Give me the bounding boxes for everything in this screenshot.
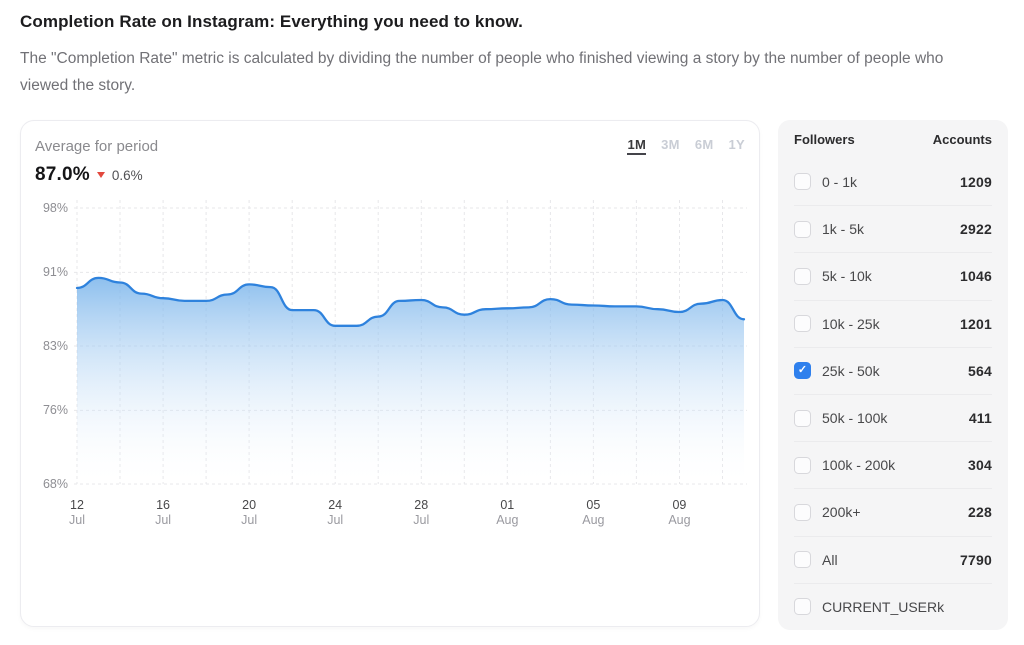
completion-rate-card: Average for period 1M 3M 6M 1Y 87.0% 0.6% 9… xyxy=(20,120,760,627)
follower-range-label: All xyxy=(822,551,838,568)
range-checkbox[interactable]: ✓ xyxy=(794,598,811,616)
follower-range-row[interactable]: ✓ 5k - 10k 1046 xyxy=(794,252,992,299)
follower-range-label: 5k - 10k xyxy=(822,268,872,285)
average-value: 87.0% xyxy=(35,164,90,185)
x-axis-label: 28 Jul xyxy=(413,498,430,527)
accounts-count: 2922 xyxy=(960,221,992,238)
accounts-count: 1046 xyxy=(960,268,992,285)
follower-range-row[interactable]: ✓ 25k - 50k 564 xyxy=(794,346,992,394)
range-checkbox[interactable]: ✓ xyxy=(794,315,811,333)
follower-range-row[interactable]: ✓ 0 - 1k 1209 xyxy=(794,158,992,205)
range-checkbox[interactable]: ✓ xyxy=(794,267,811,285)
panel-header: Followers Accounts xyxy=(794,120,992,158)
accounts-count: 7790 xyxy=(960,551,992,568)
follower-range-list: ✓ 0 - 1k 1209 ✓ 1k - 5k 2922 ✓ 5k - 10k … xyxy=(794,158,992,630)
follower-range-row[interactable]: ✓ 10k - 25k 1201 xyxy=(794,299,992,347)
range-tab-6m[interactable]: 6M xyxy=(694,137,714,152)
range-checkbox[interactable]: ✓ xyxy=(794,409,811,427)
completion-rate-chart: 98% 91% 83% 76% 68% 12 Jul 16 Jul 20 Jul 24 Jul 28 Jul… xyxy=(35,196,747,542)
accounts-count: 564 xyxy=(968,362,992,379)
x-axis-label: 12 Jul xyxy=(69,498,85,527)
x-axis-label: 24 Jul xyxy=(327,498,344,527)
range-checkbox[interactable]: ✓ xyxy=(794,173,811,191)
accounts-count: 1201 xyxy=(960,315,992,332)
x-axis-label: 05 Aug xyxy=(582,498,605,527)
followers-filter-panel: Followers Accounts ✓ 0 - 1k 1209 ✓ 1k - … xyxy=(778,120,1008,630)
follower-range-label: CURRENT_USERk xyxy=(822,598,945,615)
range-checkbox[interactable]: ✓ xyxy=(794,456,811,474)
range-checkbox[interactable]: ✓ xyxy=(794,362,811,380)
follower-range-label: 50k - 100k xyxy=(822,410,888,427)
delta-value: 0.6% xyxy=(111,167,143,183)
followers-column-header: Followers xyxy=(794,131,855,147)
accounts-column-header: Accounts xyxy=(932,131,992,147)
trend-down-icon xyxy=(96,172,105,178)
x-axis-label: 20 Jul xyxy=(241,498,258,527)
follower-range-row[interactable]: ✓ All 7790 xyxy=(794,535,992,583)
y-axis-label: 68% xyxy=(42,477,68,491)
accounts-count: 411 xyxy=(968,410,992,427)
accounts-count: 304 xyxy=(968,457,992,474)
follower-range-label: 25k - 50k xyxy=(822,362,880,379)
follower-range-row[interactable]: ✓ CURRENT_USERk xyxy=(794,582,992,630)
follower-range-row[interactable]: ✓ 1k - 5k 2922 xyxy=(794,205,992,252)
page: Completion Rate on Instagram: Everything… xyxy=(20,12,1008,630)
x-axis-label: 16 Jul xyxy=(155,498,172,527)
card-header: Average for period 1M 3M 6M 1Y xyxy=(35,135,745,157)
range-checkbox[interactable]: ✓ xyxy=(794,220,811,238)
accounts-count: 228 xyxy=(968,504,992,521)
follower-range-label: 100k - 200k xyxy=(822,457,896,474)
check-icon: ✓ xyxy=(797,364,808,377)
follower-range-row[interactable]: ✓ 100k - 200k 304 xyxy=(794,441,992,488)
page-title: Completion Rate on Instagram: Everything… xyxy=(20,12,523,31)
average-stat-row: 87.0% 0.6% xyxy=(35,162,745,188)
page-description: The "Completion Rate" metric is calculat… xyxy=(20,50,944,94)
follower-range-row[interactable]: ✓ 200k+ 228 xyxy=(794,488,992,535)
y-axis-label: 76% xyxy=(42,403,68,418)
y-axis-label: 91% xyxy=(42,265,68,280)
chart-plot-area xyxy=(74,196,747,488)
x-axis-label: 09 Aug xyxy=(668,498,691,527)
x-axis-label: 01 Aug xyxy=(496,498,519,527)
range-checkbox[interactable]: ✓ xyxy=(794,503,811,521)
accounts-count: 1209 xyxy=(960,173,992,190)
date-range-tabs: 1M 3M 6M 1Y xyxy=(627,137,745,155)
follower-range-label: 10k - 25k xyxy=(822,315,880,332)
average-for-period-label: Average for period xyxy=(35,137,159,155)
range-tab-1y[interactable]: 1Y xyxy=(728,137,745,152)
area-chart-svg xyxy=(74,200,747,486)
y-axis-label: 98% xyxy=(42,201,68,215)
follower-range-row[interactable]: ✓ 50k - 100k 411 xyxy=(794,393,992,441)
range-tab-1m[interactable]: 1M xyxy=(627,137,647,155)
range-tab-3m[interactable]: 3M xyxy=(661,137,680,152)
follower-range-label: 1k - 5k xyxy=(822,221,865,238)
follower-range-label: 0 - 1k xyxy=(822,173,858,190)
range-checkbox[interactable]: ✓ xyxy=(794,551,811,569)
follower-range-label: 200k+ xyxy=(822,504,861,521)
content-row: Average for period 1M 3M 6M 1Y 87.0% 0.6% 9… xyxy=(20,120,1008,630)
y-axis-label: 83% xyxy=(42,339,68,353)
